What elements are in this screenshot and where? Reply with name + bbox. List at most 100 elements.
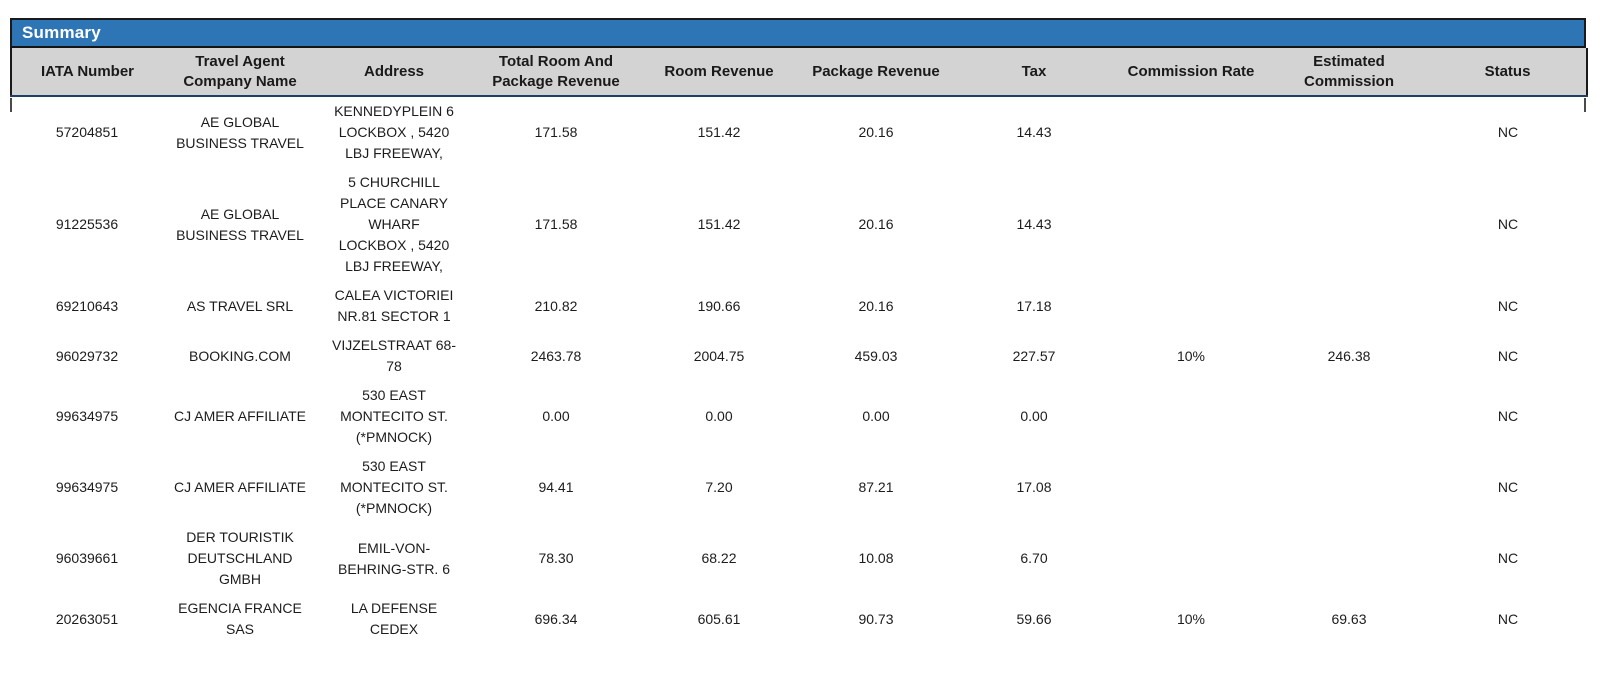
cell-iata-number: 69210643 (55, 297, 119, 314)
col-header-package-revenue: Package Revenue (797, 48, 955, 97)
cell-status: NC (1497, 550, 1519, 566)
cell-tax: 59.66 (1016, 610, 1052, 627)
table-header-row: IATA Number Travel Agent Company Name Ad… (10, 48, 1588, 97)
table-row: 20263051 EGENCIA FRANCE SAS LA DEFENSE C… (11, 594, 1587, 644)
cell-commission-rate (1113, 523, 1269, 594)
report-title-bar: Summary (10, 18, 1586, 48)
cell-estimated-commission (1269, 452, 1429, 523)
cell-status: NC (1497, 408, 1519, 424)
cell-total-revenue: 171.58 (534, 216, 578, 232)
cell-tax: 0.00 (1020, 408, 1048, 424)
report-title: Summary (22, 23, 101, 42)
cell-status: NC (1497, 347, 1519, 364)
cell-commission-rate: 10% (1176, 347, 1206, 364)
cell-address: LA DEFENSE CEDEX (350, 600, 438, 637)
cell-total-revenue: 78.30 (538, 550, 574, 566)
cell-address: CALEA VICTORIEI NR.81 SECTOR 1 (334, 287, 454, 324)
summary-report: Summary IATA Number Travel Agent Company… (10, 18, 1588, 644)
cell-room-revenue: 151.42 (697, 124, 741, 140)
cell-address: KENNEDYPLEIN 6 LOCKBOX , 5420 LBJ FREEWA… (334, 103, 454, 161)
cell-room-revenue: 7.20 (705, 479, 733, 495)
cell-iata-number: 99634975 (55, 479, 119, 495)
cell-estimated-commission: 246.38 (1327, 347, 1371, 364)
cell-total-revenue: 696.34 (534, 610, 578, 627)
col-header-commission-rate: Commission Rate (1113, 48, 1269, 97)
table-row: 96029732 BOOKING.COM VIJZELSTRAAT 68- 78… (11, 331, 1587, 381)
cell-estimated-commission (1269, 96, 1429, 168)
col-header-address: Address (317, 48, 471, 97)
table-row: 69210643 AS TRAVEL SRL CALEA VICTORIEI N… (11, 281, 1587, 331)
col-header-status: Status (1429, 48, 1588, 97)
cell-status: NC (1497, 610, 1519, 627)
cell-total-revenue: 2463.78 (530, 347, 582, 364)
cell-status: NC (1497, 297, 1519, 314)
cell-commission-rate (1113, 168, 1269, 281)
cell-company-name: CJ AMER AFFILIATE (174, 479, 306, 495)
cell-room-revenue: 605.61 (697, 610, 741, 627)
cell-tax: 17.18 (1016, 297, 1052, 314)
col-header-room-revenue: Room Revenue (641, 48, 797, 97)
cell-estimated-commission (1269, 523, 1429, 594)
cell-package-revenue: 20.16 (858, 297, 894, 314)
cell-iata-number: 57204851 (55, 124, 119, 140)
cell-estimated-commission (1269, 281, 1429, 331)
cell-status: NC (1497, 124, 1519, 140)
cell-estimated-commission (1269, 168, 1429, 281)
cell-address: 5 CHURCHILL PLACE CANARY WHARF LOCKBOX ,… (338, 174, 450, 274)
table-row: 99634975 CJ AMER AFFILIATE 530 EAST MONT… (11, 452, 1587, 523)
cell-commission-rate: 10% (1176, 610, 1206, 627)
cell-tax: 14.43 (1016, 216, 1052, 232)
cell-total-revenue: 94.41 (538, 479, 574, 495)
cell-company-name: AE GLOBAL BUSINESS TRAVEL (176, 205, 304, 243)
cell-status: NC (1497, 479, 1519, 495)
cell-room-revenue: 2004.75 (693, 347, 745, 364)
cell-company-name: DER TOURISTIK DEUTSCHLAND GMBH (186, 529, 294, 587)
cell-commission-rate (1113, 452, 1269, 523)
cell-tax: 14.43 (1016, 124, 1052, 140)
table-row: 96039661 DER TOURISTIK DEUTSCHLAND GMBH … (11, 523, 1587, 594)
table-row: 57204851 AE GLOBAL BUSINESS TRAVEL KENNE… (11, 96, 1587, 168)
col-header-total-revenue: Total Room And Package Revenue (471, 48, 641, 97)
cell-estimated-commission: 69.63 (1331, 610, 1367, 627)
cell-iata-number: 96039661 (55, 550, 119, 566)
right-border-tick (1584, 98, 1586, 112)
cell-estimated-commission (1269, 381, 1429, 452)
cell-package-revenue: 87.21 (858, 479, 894, 495)
cell-total-revenue: 0.00 (542, 408, 570, 424)
cell-package-revenue: 10.08 (858, 550, 894, 566)
cell-room-revenue: 190.66 (697, 297, 741, 314)
cell-company-name: BOOKING.COM (189, 347, 291, 364)
cell-iata-number: 96029732 (55, 347, 119, 364)
col-header-tax: Tax (955, 48, 1113, 97)
cell-address: 530 EAST MONTECITO ST. (*PMNOCK) (340, 458, 448, 516)
cell-commission-rate (1113, 96, 1269, 168)
cell-iata-number: 20263051 (55, 610, 119, 627)
cell-package-revenue: 20.16 (858, 124, 894, 140)
cell-commission-rate (1113, 281, 1269, 331)
cell-company-name: CJ AMER AFFILIATE (174, 408, 306, 424)
cell-room-revenue: 151.42 (697, 216, 741, 232)
cell-iata-number: 91225536 (55, 216, 119, 232)
summary-table: IATA Number Travel Agent Company Name Ad… (10, 48, 1588, 644)
col-header-iata-number: IATA Number (10, 48, 163, 97)
cell-iata-number: 99634975 (55, 408, 119, 424)
cell-company-name: EGENCIA FRANCE SAS (178, 600, 302, 637)
cell-tax: 6.70 (1020, 550, 1048, 566)
cell-package-revenue: 20.16 (858, 216, 894, 232)
col-header-company-name: Travel Agent Company Name (163, 48, 317, 97)
cell-status: NC (1497, 216, 1519, 232)
cell-tax: 17.08 (1016, 479, 1052, 495)
cell-total-revenue: 171.58 (534, 124, 578, 140)
table-row: 91225536 AE GLOBAL BUSINESS TRAVEL 5 CHU… (11, 168, 1587, 281)
cell-tax: 227.57 (1012, 347, 1056, 364)
cell-package-revenue: 459.03 (854, 347, 898, 364)
cell-company-name: AE GLOBAL BUSINESS TRAVEL (176, 113, 304, 151)
cell-address: EMIL-VON- BEHRING-STR. 6 (337, 539, 450, 577)
cell-company-name: AS TRAVEL SRL (186, 297, 294, 314)
cell-address: VIJZELSTRAAT 68- 78 (332, 337, 456, 374)
cell-room-revenue: 68.22 (701, 550, 737, 566)
cell-address: 530 EAST MONTECITO ST. (*PMNOCK) (340, 387, 448, 445)
cell-total-revenue: 210.82 (534, 297, 578, 314)
col-header-estimated-commission: Estimated Commission (1269, 48, 1429, 97)
cell-commission-rate (1113, 381, 1269, 452)
